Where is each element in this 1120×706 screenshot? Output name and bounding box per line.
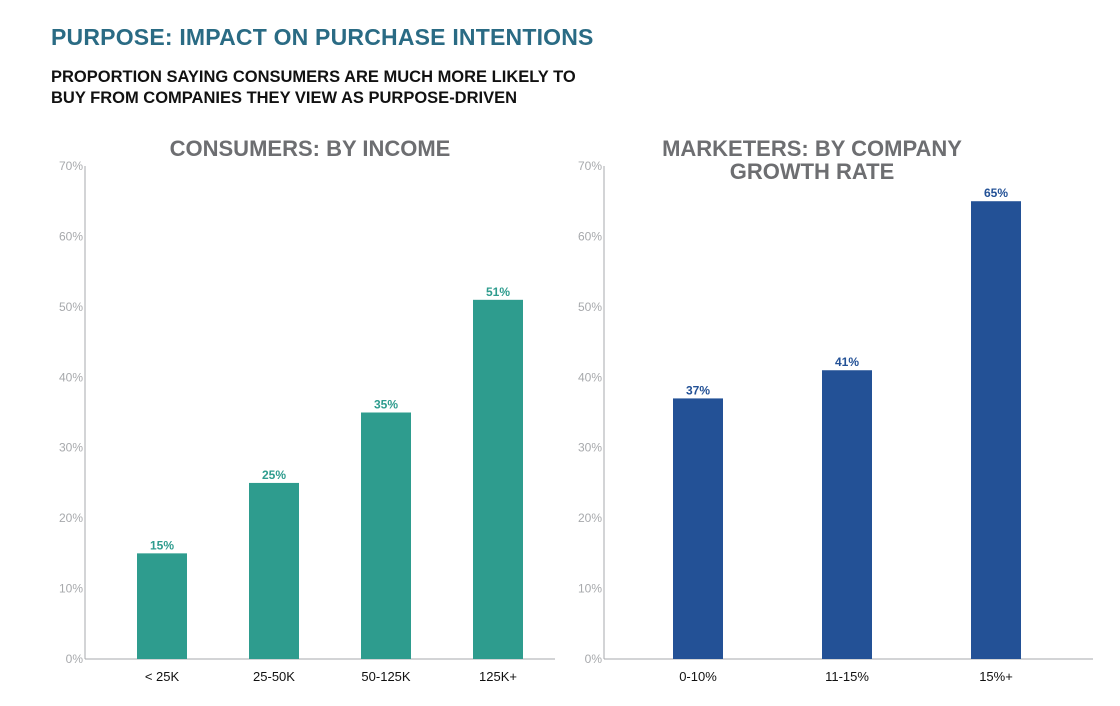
y-tick-label: 0% — [66, 652, 84, 666]
y-tick-label: 40% — [59, 370, 83, 384]
x-tick-label: 125K+ — [479, 669, 517, 684]
data-label: 15% — [150, 538, 174, 552]
bar — [361, 412, 411, 659]
data-label: 51% — [486, 285, 510, 299]
x-tick-label: 50-125K — [361, 669, 410, 684]
y-tick-label: 50% — [59, 300, 83, 314]
x-tick-label: 25-50K — [253, 669, 295, 684]
bar — [137, 553, 187, 659]
y-tick-label: 10% — [59, 582, 83, 596]
page-title: PURPOSE: IMPACT ON PURCHASE INTENTIONS — [51, 24, 594, 50]
page-subtitle: PROPORTION SAYING CONSUMERS ARE MUCH MOR… — [51, 67, 731, 110]
data-label: 25% — [262, 468, 286, 482]
x-tick-label: < 25K — [145, 669, 180, 684]
y-tick-label: 60% — [59, 229, 83, 243]
y-tick-label: 20% — [59, 511, 83, 525]
y-tick-label: 30% — [59, 441, 83, 455]
y-tick-label: 70% — [59, 159, 83, 173]
subtitle-line-1: PROPORTION SAYING CONSUMERS ARE MUCH MOR… — [51, 68, 576, 86]
chart-title-line: CONSUMERS: BY INCOME — [170, 136, 451, 161]
bar — [249, 482, 299, 659]
bar — [473, 299, 523, 659]
subtitle-line-2: BUY FROM COMPANIES THEY VIEW AS PURPOSE-… — [51, 89, 518, 108]
data-label: 35% — [374, 398, 398, 412]
